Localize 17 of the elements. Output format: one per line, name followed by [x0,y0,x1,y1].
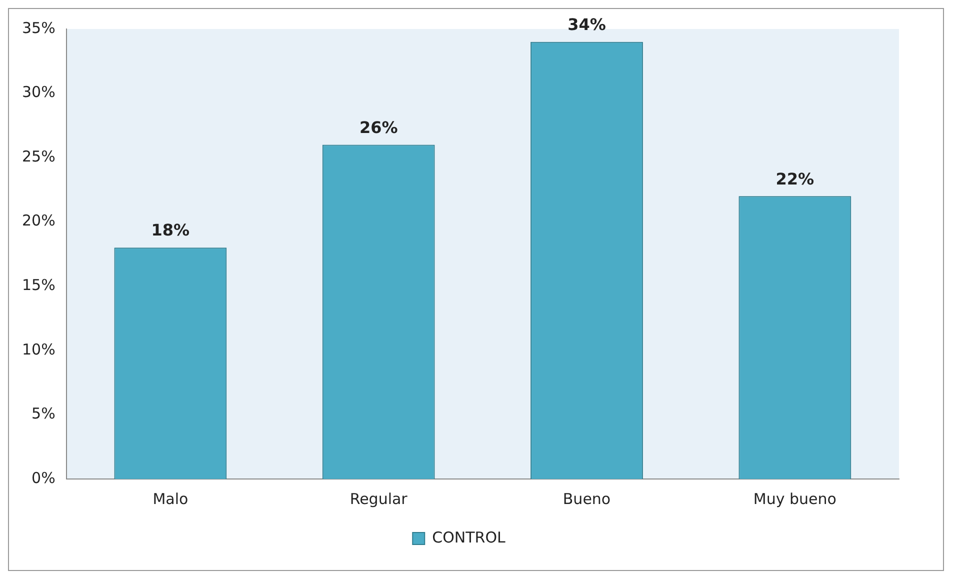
y-tick-label: 0% [32,468,56,487]
y-tick-label: 25% [22,147,56,166]
y-tick-label: 20% [22,212,56,230]
x-tick-label: Bueno [562,490,611,508]
data-label: 22% [776,169,814,188]
y-tick-label: 35% [22,18,56,37]
x-tick-label: Malo [152,490,188,508]
y-tick-label: 5% [32,404,56,423]
legend-label: CONTROL [432,528,506,546]
data-label: 26% [359,118,398,137]
y-tick-label: 10% [22,340,56,358]
data-label: 18% [151,220,190,240]
y-tick-label: 30% [22,83,56,102]
x-tick-label: Muy bueno [753,490,836,508]
y-tick-label: 15% [22,276,56,294]
x-tick-label: Regular [350,490,408,508]
data-label: 34% [568,15,606,34]
